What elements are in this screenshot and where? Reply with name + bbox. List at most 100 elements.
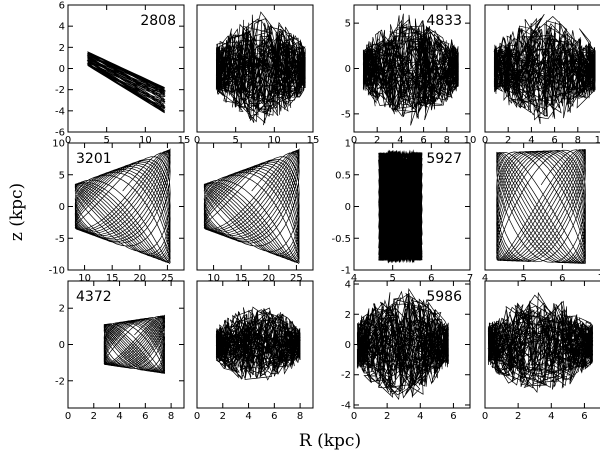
- y-tick-label: -6: [55, 128, 65, 139]
- x-tick-label: 6: [420, 135, 426, 146]
- x-tick-label: 8: [297, 411, 303, 422]
- orbit-line: [493, 13, 596, 124]
- x-tick-label: 10: [78, 273, 91, 284]
- y-tick-label: 6: [59, 1, 65, 12]
- x-tick-label: 2: [374, 135, 380, 146]
- x-tick-label: 4: [482, 273, 488, 284]
- cluster-id-label: 5927: [426, 151, 462, 167]
- y-tick-label: -4: [341, 400, 351, 411]
- y-tick-label: -10: [49, 266, 65, 277]
- x-tick-label: 20: [133, 273, 146, 284]
- x-tick-label: 8: [444, 135, 450, 146]
- orbit-line: [74, 148, 171, 264]
- orbit-line: [487, 291, 594, 394]
- y-axis-title: z (kpc): [7, 183, 27, 241]
- x-tick-label: 0: [482, 135, 488, 146]
- x-tick-label: 4: [397, 135, 403, 146]
- x-tick-label: 15: [178, 135, 191, 146]
- x-tick-label: 10: [139, 135, 152, 146]
- orbit-line: [215, 306, 301, 381]
- x-tick-label: 20: [262, 273, 275, 284]
- x-tick-label: 2: [220, 411, 226, 422]
- x-tick-label: 10: [595, 135, 600, 146]
- panel-11: 0 2 4 6 -4 -2 0 2 4 5986: [341, 280, 471, 422]
- orbit-line: [362, 13, 459, 126]
- y-tick-label: 0: [59, 64, 65, 75]
- panel-1: 0 5 10 15 -6 -4 -2 0 2 4 6 2808: [55, 1, 190, 147]
- panel-10: 0 2 4 6 8: [194, 280, 314, 422]
- x-tick-label: 0: [194, 135, 200, 146]
- x-tick-label: 10: [207, 273, 220, 284]
- x-tick-label: 4: [528, 135, 534, 146]
- y-tick-label: 2: [59, 304, 65, 315]
- cluster-id-label: 2808: [140, 13, 176, 29]
- x-tick-label: 6: [450, 411, 456, 422]
- y-tick-label: -2: [341, 370, 351, 381]
- panel-9: 0 2 4 6 8 -2 0 2 4372: [55, 280, 185, 422]
- x-tick-label: 25: [161, 273, 174, 284]
- orbit-line: [496, 148, 586, 265]
- x-tick-label: 6: [551, 135, 557, 146]
- x-tick-label: 0: [194, 411, 200, 422]
- y-tick-label: 2: [345, 310, 351, 321]
- y-tick-label: 10: [52, 139, 65, 150]
- panel-4: 0 2 4 6 8 10: [482, 4, 600, 146]
- x-tick-label: 10: [268, 135, 281, 146]
- cluster-id-label: 3201: [76, 151, 112, 167]
- panel-2: 0 5 10 15: [194, 4, 320, 146]
- cluster-id-label: 5986: [426, 289, 462, 305]
- x-tick-label: 0: [65, 135, 71, 146]
- x-tick-label: 0: [65, 411, 71, 422]
- x-tick-label: 2: [91, 411, 97, 422]
- x-tick-label: 7: [598, 273, 600, 284]
- orbit-line: [103, 314, 166, 374]
- x-tick-label: 7: [467, 273, 473, 284]
- orbit-line: [378, 149, 423, 264]
- y-tick-label: 2: [59, 43, 65, 54]
- x-tick-label: 6: [271, 411, 277, 422]
- x-tick-label: 6: [428, 273, 434, 284]
- y-tick-label: 0: [59, 202, 65, 213]
- y-tick-label: -4: [55, 106, 65, 117]
- y-tick-label: 0: [345, 64, 351, 75]
- y-tick-label: -5: [55, 234, 65, 245]
- panel-3: 0 2 4 6 8 10 -5 0 5 4833: [341, 4, 476, 146]
- x-tick-label: 5: [103, 135, 109, 146]
- x-tick-label: 5: [232, 135, 238, 146]
- cluster-id-label: 4833: [426, 13, 462, 29]
- x-tick-label: 8: [575, 135, 581, 146]
- panel-frame: [196, 142, 314, 271]
- x-tick-label: 4: [417, 411, 423, 422]
- x-tick-label: 15: [235, 273, 248, 284]
- y-tick-label: -0.5: [331, 234, 351, 245]
- panel-7: 4 5 6 7 -1 -0.5 0 0.5 1 5927: [331, 139, 473, 285]
- y-tick-label: 5: [345, 19, 351, 30]
- x-tick-label: 6: [142, 411, 148, 422]
- y-tick-label: -2: [55, 376, 65, 387]
- x-tick-label: 6: [559, 273, 565, 284]
- x-tick-label: 8: [168, 411, 174, 422]
- x-tick-label: 15: [307, 135, 320, 146]
- y-tick-label: -5: [341, 109, 351, 120]
- y-tick-label: 0: [345, 202, 351, 213]
- y-tick-label: 4: [345, 280, 351, 291]
- x-tick-label: 25: [290, 273, 303, 284]
- panel-frame: [196, 280, 314, 409]
- panel-frame: [196, 4, 314, 133]
- panel-frame: [484, 280, 600, 409]
- x-tick-label: 4: [245, 411, 251, 422]
- panel-6: 10 15 20 25: [196, 142, 314, 284]
- x-tick-label: 5: [389, 273, 395, 284]
- x-tick-label: 2: [515, 411, 521, 422]
- cluster-id-label: 4372: [76, 289, 112, 305]
- x-tick-label: 0: [351, 411, 357, 422]
- panel-frame: [484, 4, 600, 133]
- panel-5: 10 15 20 25 -10 -5 0 5 10 3201: [49, 139, 185, 284]
- orbit-line: [203, 148, 300, 264]
- orbit-line: [215, 11, 306, 126]
- x-tick-label: 2: [505, 135, 511, 146]
- x-tick-label: 4: [116, 411, 122, 422]
- y-tick-label: 5: [59, 170, 65, 181]
